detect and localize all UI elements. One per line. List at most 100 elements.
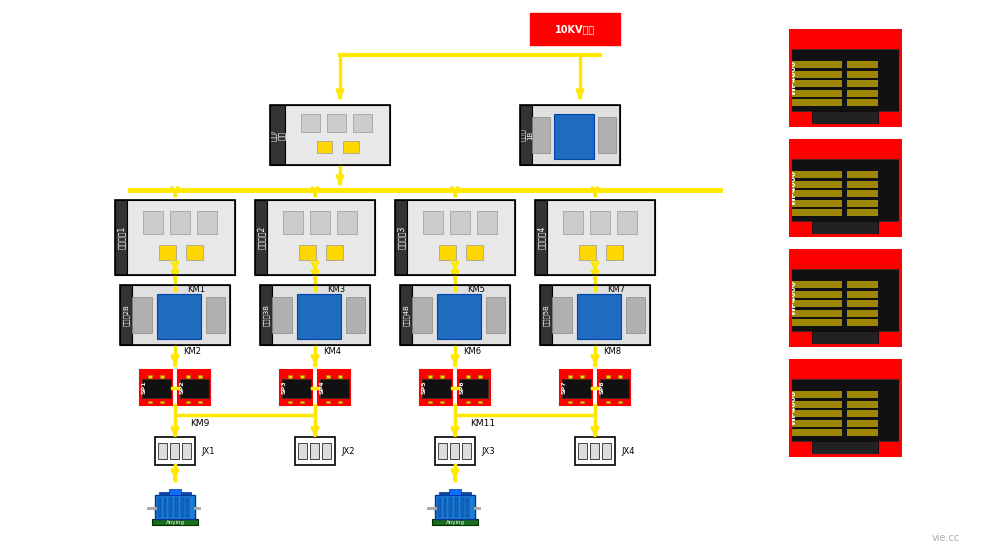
FancyBboxPatch shape (847, 172, 878, 178)
FancyBboxPatch shape (847, 320, 878, 326)
FancyBboxPatch shape (428, 375, 432, 378)
Text: JX3: JX3 (481, 447, 495, 455)
Text: Anying: Anying (166, 520, 184, 525)
FancyBboxPatch shape (296, 294, 341, 339)
FancyBboxPatch shape (552, 285, 650, 345)
FancyBboxPatch shape (300, 375, 304, 378)
FancyBboxPatch shape (618, 401, 622, 403)
FancyBboxPatch shape (186, 375, 190, 378)
FancyBboxPatch shape (562, 379, 590, 398)
FancyBboxPatch shape (847, 100, 878, 106)
FancyBboxPatch shape (327, 114, 346, 132)
FancyBboxPatch shape (420, 370, 452, 405)
FancyBboxPatch shape (169, 498, 172, 516)
FancyBboxPatch shape (438, 498, 441, 516)
FancyBboxPatch shape (160, 375, 164, 378)
FancyBboxPatch shape (338, 375, 342, 378)
FancyBboxPatch shape (618, 375, 622, 378)
FancyBboxPatch shape (181, 498, 184, 516)
FancyBboxPatch shape (285, 105, 390, 165)
FancyBboxPatch shape (466, 401, 470, 403)
FancyBboxPatch shape (186, 401, 190, 403)
FancyBboxPatch shape (792, 310, 842, 316)
FancyBboxPatch shape (155, 495, 195, 519)
Text: JX1: JX1 (201, 447, 214, 455)
Text: KM6: KM6 (463, 348, 481, 356)
FancyBboxPatch shape (792, 172, 842, 178)
FancyBboxPatch shape (343, 141, 358, 153)
FancyBboxPatch shape (602, 443, 611, 459)
Text: KM9: KM9 (190, 419, 209, 427)
FancyBboxPatch shape (847, 430, 878, 436)
Text: SP4: SP4 (319, 381, 324, 394)
FancyBboxPatch shape (847, 71, 878, 78)
FancyBboxPatch shape (288, 401, 292, 403)
FancyBboxPatch shape (186, 498, 189, 516)
Text: Anying: Anying (446, 520, 464, 525)
Text: WP4000: WP4000 (789, 390, 798, 425)
FancyBboxPatch shape (455, 498, 458, 516)
FancyBboxPatch shape (568, 375, 572, 378)
FancyBboxPatch shape (812, 331, 878, 345)
FancyBboxPatch shape (158, 443, 167, 459)
FancyBboxPatch shape (847, 282, 878, 288)
Text: 变压器2B: 变压器2B (123, 304, 129, 326)
FancyBboxPatch shape (792, 392, 842, 398)
FancyBboxPatch shape (422, 379, 450, 398)
FancyBboxPatch shape (560, 370, 592, 405)
FancyBboxPatch shape (439, 492, 471, 495)
FancyBboxPatch shape (159, 245, 176, 260)
Text: KM2: KM2 (183, 348, 201, 356)
FancyBboxPatch shape (812, 221, 878, 235)
Text: 变压器4B: 变压器4B (403, 304, 409, 326)
FancyBboxPatch shape (288, 375, 292, 378)
FancyBboxPatch shape (580, 401, 584, 403)
FancyBboxPatch shape (847, 291, 878, 298)
FancyBboxPatch shape (535, 200, 547, 275)
FancyBboxPatch shape (477, 211, 497, 234)
FancyBboxPatch shape (847, 80, 878, 87)
Text: 数字电源1: 数字电源1 (116, 226, 126, 249)
FancyBboxPatch shape (600, 379, 629, 398)
FancyBboxPatch shape (310, 443, 319, 459)
FancyBboxPatch shape (300, 401, 304, 403)
Text: SP8: SP8 (599, 381, 604, 394)
FancyBboxPatch shape (301, 114, 320, 132)
FancyBboxPatch shape (847, 410, 878, 417)
Text: 变压器3B: 变压器3B (263, 304, 269, 326)
FancyBboxPatch shape (437, 294, 481, 339)
FancyBboxPatch shape (792, 420, 842, 426)
Text: KM1: KM1 (187, 285, 205, 294)
FancyBboxPatch shape (547, 200, 655, 275)
Text: SP1: SP1 (141, 381, 146, 394)
FancyBboxPatch shape (579, 245, 596, 260)
FancyBboxPatch shape (466, 245, 483, 260)
FancyBboxPatch shape (267, 200, 375, 275)
Text: KM11: KM11 (470, 419, 495, 427)
FancyBboxPatch shape (617, 211, 637, 234)
FancyBboxPatch shape (590, 443, 599, 459)
FancyBboxPatch shape (520, 105, 532, 165)
FancyBboxPatch shape (400, 285, 412, 345)
FancyBboxPatch shape (310, 211, 330, 234)
FancyBboxPatch shape (790, 140, 900, 235)
Text: KM8: KM8 (603, 348, 621, 356)
FancyBboxPatch shape (459, 379, 488, 398)
FancyBboxPatch shape (255, 200, 267, 275)
FancyBboxPatch shape (155, 437, 195, 465)
Text: SP2: SP2 (179, 381, 184, 394)
FancyBboxPatch shape (790, 30, 900, 125)
FancyBboxPatch shape (412, 297, 432, 333)
FancyBboxPatch shape (326, 401, 330, 403)
Text: 整流/
回馈: 整流/ 回馈 (268, 129, 287, 141)
FancyBboxPatch shape (449, 490, 461, 495)
FancyBboxPatch shape (280, 370, 312, 405)
FancyBboxPatch shape (575, 437, 615, 465)
FancyBboxPatch shape (175, 498, 178, 516)
FancyBboxPatch shape (792, 90, 842, 96)
FancyBboxPatch shape (466, 498, 469, 516)
FancyBboxPatch shape (326, 375, 330, 378)
FancyBboxPatch shape (440, 375, 444, 378)
FancyBboxPatch shape (432, 519, 478, 525)
FancyBboxPatch shape (132, 285, 230, 345)
